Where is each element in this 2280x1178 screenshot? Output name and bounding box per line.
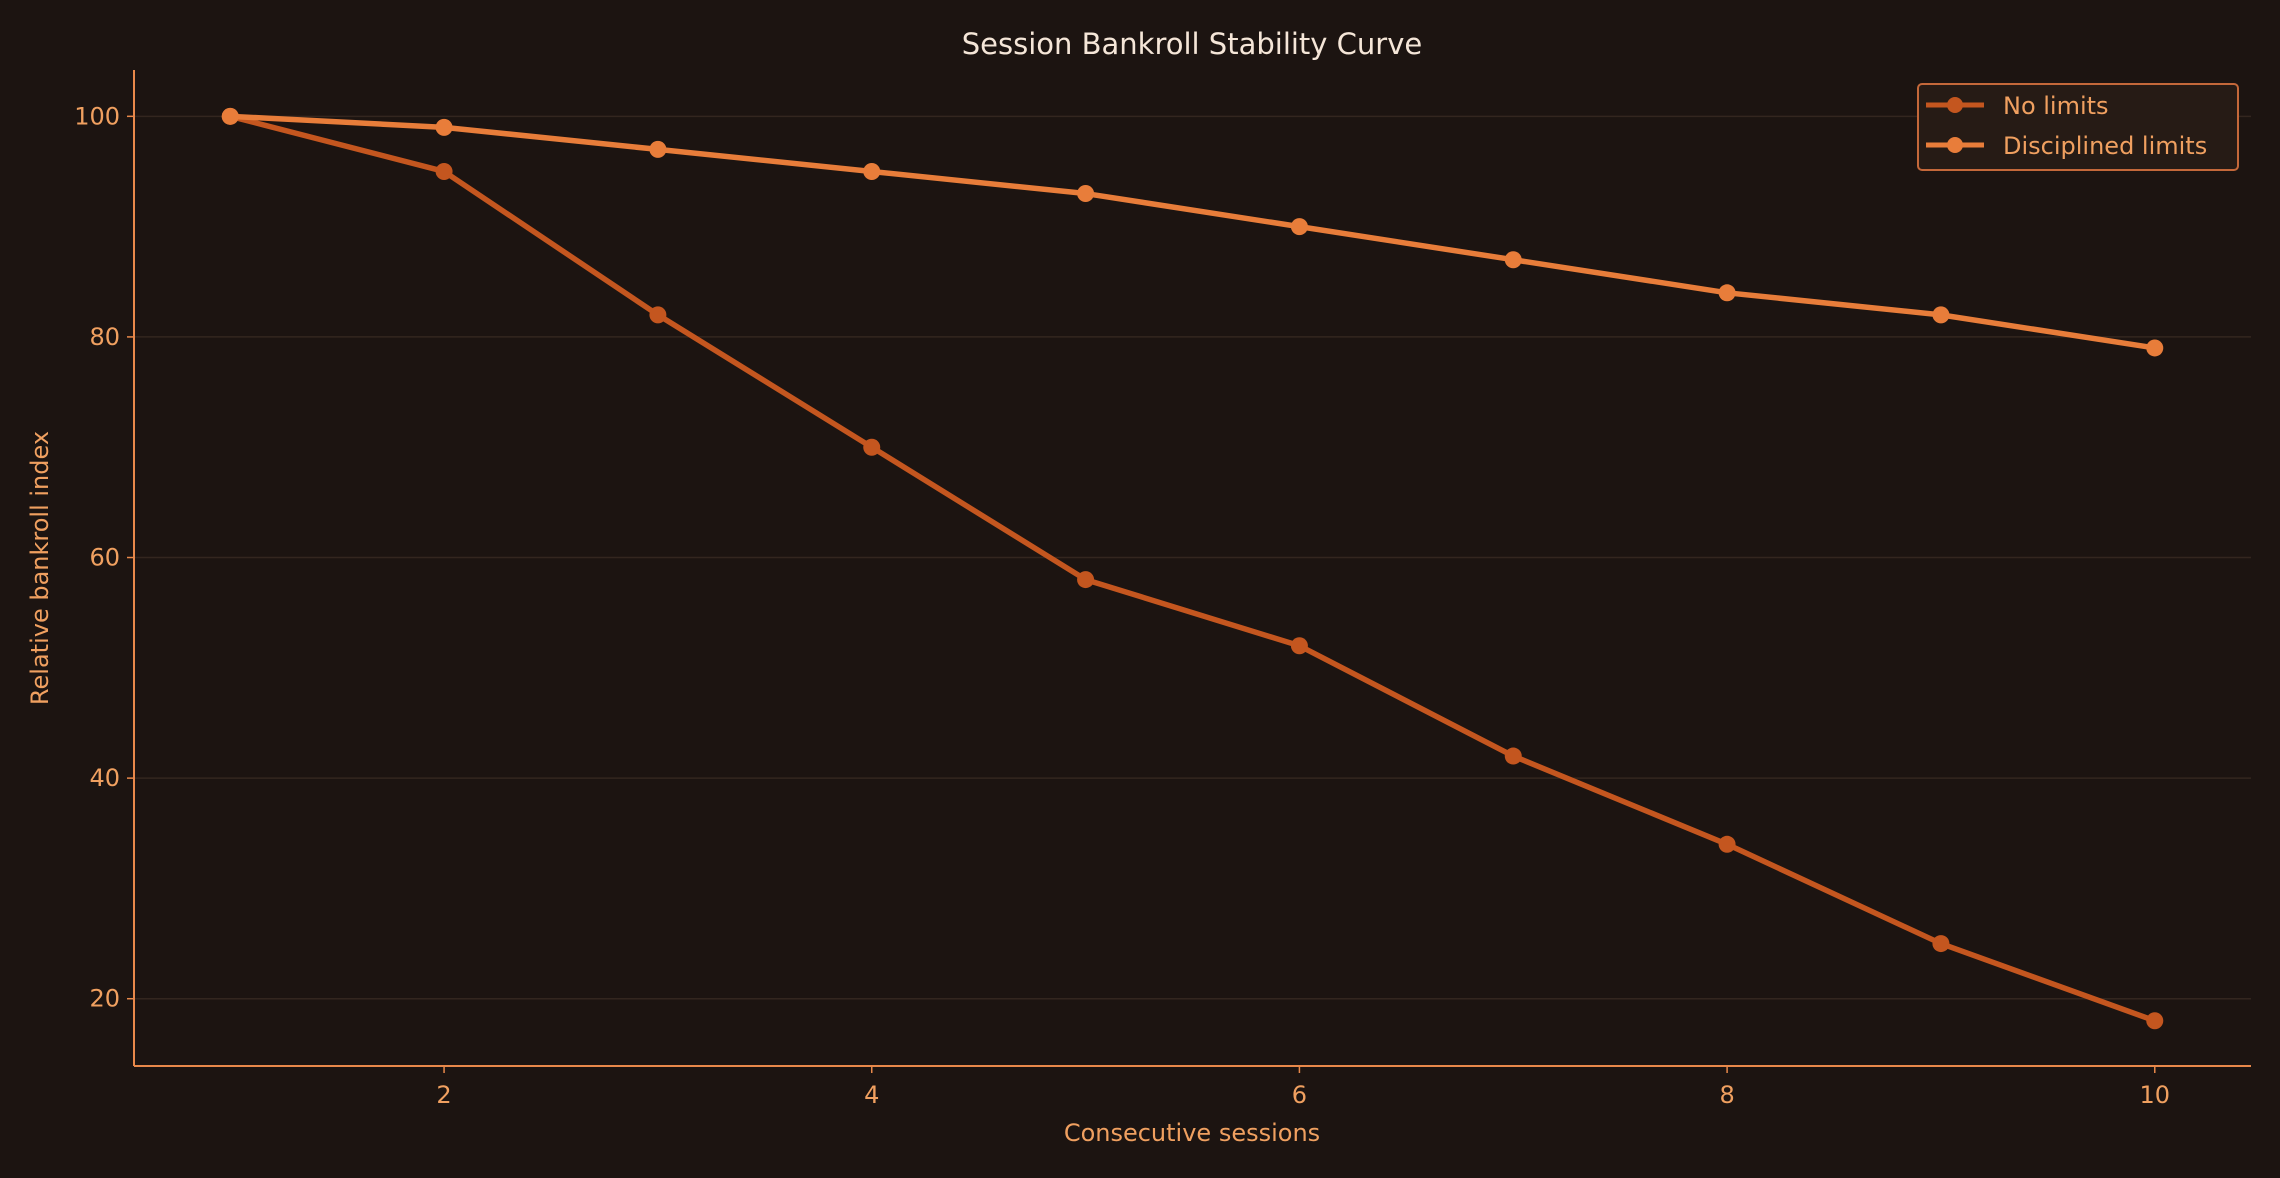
- data-point-no-limits: [863, 438, 881, 456]
- data-point-no-limits: [1290, 637, 1308, 655]
- x-tick-label: 2: [436, 1081, 451, 1109]
- series-line-disciplined-limits: [230, 113, 2156, 351]
- y-tick-label: 100: [74, 102, 120, 130]
- legend-marker-disciplined-limits: [1947, 137, 1963, 153]
- data-point-disciplined-limits: [435, 118, 453, 136]
- gridlines: [134, 115, 2251, 1000]
- data-point-no-limits: [649, 306, 667, 324]
- data-point-disciplined-limits: [1718, 284, 1736, 302]
- series-line-no-limits: [229, 113, 2156, 1024]
- data-point-no-limits: [1718, 835, 1736, 853]
- data-point-disciplined-limits: [2146, 339, 2164, 357]
- data-point-no-limits: [1932, 935, 1950, 953]
- legend: No limits Disciplined limits: [1917, 83, 2239, 171]
- y-tick-label: 60: [89, 544, 120, 572]
- ticks: 20 40 60 80 100 2 4 6 8 10: [74, 102, 2170, 1109]
- data-point-no-limits: [1504, 747, 1522, 765]
- data-point-disciplined-limits: [221, 107, 239, 125]
- data-point-no-limits: [2146, 1012, 2164, 1030]
- x-tick-label: 10: [2139, 1081, 2170, 1109]
- series-layer: [221, 107, 2164, 1030]
- legend-label-disciplined-limits: Disciplined limits: [2003, 132, 2207, 160]
- x-tick-label: 4: [864, 1081, 879, 1109]
- y-tick-label: 80: [89, 323, 120, 351]
- axes: [133, 70, 2251, 1067]
- y-tick-label: 20: [89, 985, 120, 1013]
- data-point-disciplined-limits: [1932, 306, 1950, 324]
- data-point-disciplined-limits: [1290, 218, 1308, 236]
- data-point-disciplined-limits: [863, 162, 881, 180]
- data-point-disciplined-limits: [1077, 185, 1095, 203]
- data-point-disciplined-limits: [649, 140, 667, 158]
- legend-box: [1917, 83, 2239, 171]
- y-axis-label: Relative bankroll index: [26, 431, 54, 705]
- chart-title: Session Bankroll Stability Curve: [962, 27, 1423, 61]
- data-point-no-limits: [435, 162, 453, 180]
- x-tick-label: 6: [1292, 1081, 1307, 1109]
- x-axis-label: Consecutive sessions: [1064, 1119, 1320, 1147]
- legend-marker-no-limits: [1947, 97, 1963, 113]
- data-point-disciplined-limits: [1504, 251, 1522, 269]
- y-tick-label: 40: [89, 764, 120, 792]
- data-point-no-limits: [1077, 571, 1095, 589]
- x-tick-label: 8: [1719, 1081, 1734, 1109]
- legend-label-no-limits: No limits: [2003, 92, 2109, 120]
